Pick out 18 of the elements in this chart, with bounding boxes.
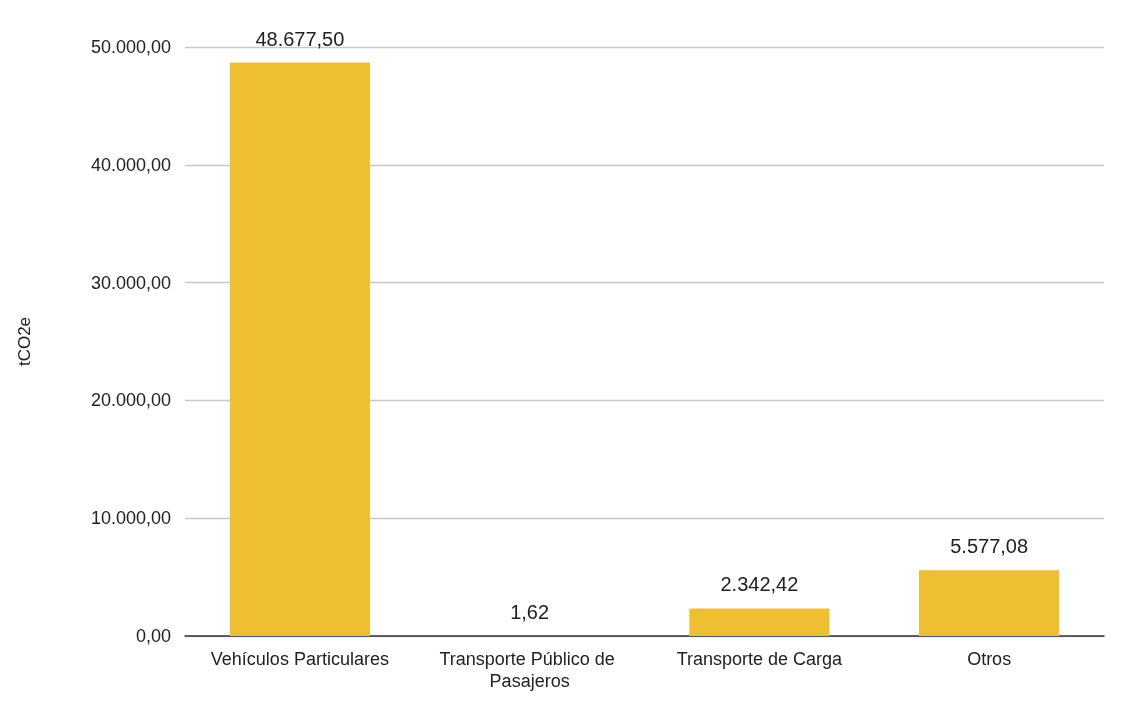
data-label: 2.342,42 xyxy=(720,573,799,596)
y-tick-label: 10.000,00 xyxy=(90,508,171,529)
bar xyxy=(689,608,830,636)
data-label: 5.577,08 xyxy=(950,535,1029,558)
x-tick-label: Vehículos Particulares xyxy=(210,649,389,669)
y-tick-label: 0,00 xyxy=(135,626,171,646)
x-tick-label: Transporte de Carga xyxy=(676,649,844,669)
data-label: 1,62 xyxy=(510,600,550,623)
y-tick-label: 30.000,00 xyxy=(90,272,171,293)
bar xyxy=(919,570,1060,636)
data-label: 48.677,50 xyxy=(255,27,345,50)
y-axis-title: tCO2e xyxy=(15,316,34,367)
bar xyxy=(229,62,370,636)
y-tick-label: 40.000,00 xyxy=(90,154,171,175)
x-tick-label: Otros xyxy=(967,649,1012,669)
x-tick-label: Transporte Público de Pasajeros xyxy=(439,649,620,691)
y-tick-label: 50.000,00 xyxy=(90,37,171,57)
y-tick-label: 20.000,00 xyxy=(90,390,171,411)
